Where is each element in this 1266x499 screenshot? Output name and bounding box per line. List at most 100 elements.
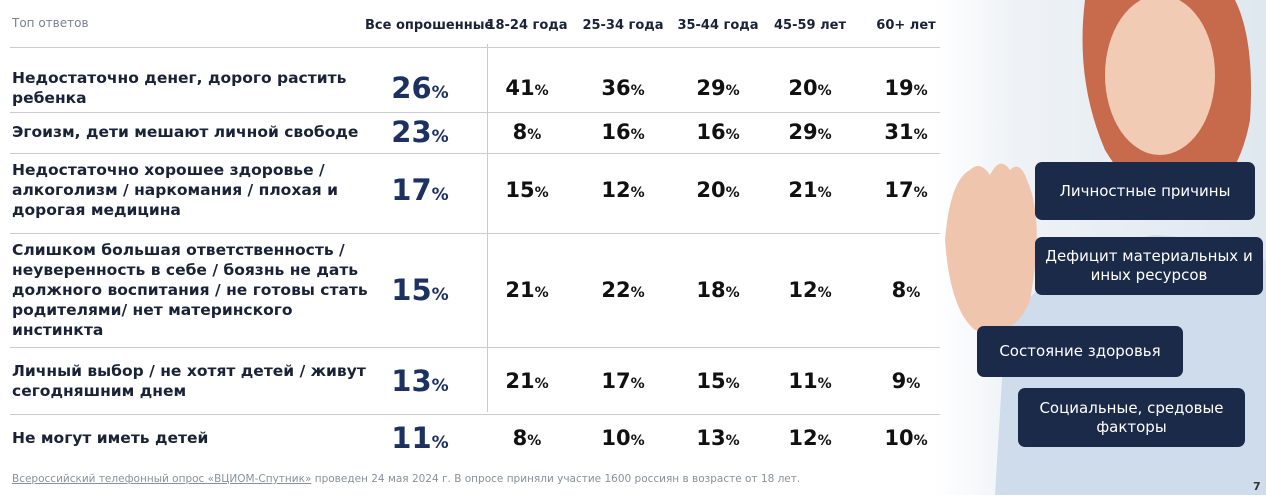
cell-unit: % (914, 83, 928, 99)
row-divider (10, 47, 940, 48)
cell-number: 21 (505, 369, 534, 393)
cell-unit: % (818, 376, 832, 392)
cell-number: 29 (788, 120, 817, 144)
cell-number: 21 (505, 278, 534, 302)
cell-unit: % (432, 185, 449, 205)
cell-unit: % (631, 127, 645, 143)
cell: 22% (601, 278, 644, 302)
cell: 41% (505, 76, 548, 100)
cell: 12% (788, 278, 831, 302)
cell-number: 11 (391, 421, 431, 455)
cell-unit: % (432, 376, 449, 396)
cell: 26% (391, 71, 448, 105)
cell-number: 17 (884, 178, 913, 202)
cell-unit: % (818, 127, 832, 143)
cell: 18% (696, 278, 739, 302)
cell-number: 8 (513, 426, 528, 450)
cell-unit: % (432, 127, 449, 147)
cell-unit: % (726, 185, 740, 201)
cell: 29% (788, 120, 831, 144)
cell: 31% (884, 120, 927, 144)
cell-unit: % (906, 376, 920, 392)
cell: 19% (884, 76, 927, 100)
cell-unit: % (631, 185, 645, 201)
cell-number: 26 (391, 71, 431, 105)
column-divider (487, 44, 488, 412)
cell-unit: % (527, 127, 541, 143)
cell-number: 12 (601, 178, 630, 202)
cell: 11% (788, 369, 831, 393)
row-divider (10, 233, 940, 234)
cell-number: 20 (696, 178, 725, 202)
cell-unit: % (818, 433, 832, 449)
cell: 11% (391, 421, 448, 455)
column-header: 25-34 года (568, 18, 678, 33)
row-label: Личный выбор / не хотят детей / живут се… (12, 361, 380, 401)
cell-unit: % (432, 433, 449, 453)
cell: 10% (884, 426, 927, 450)
cell-unit: % (726, 376, 740, 392)
row-divider (10, 414, 940, 415)
cell-number: 12 (788, 278, 817, 302)
cell-unit: % (726, 127, 740, 143)
cell-unit: % (535, 376, 549, 392)
cell-unit: % (535, 83, 549, 99)
cell-number: 13 (391, 364, 431, 398)
cell-number: 23 (391, 115, 431, 149)
cell-unit: % (631, 433, 645, 449)
cell-number: 16 (601, 120, 630, 144)
cell-number: 22 (601, 278, 630, 302)
cell-number: 9 (892, 369, 907, 393)
row-divider (10, 112, 940, 113)
footer-text: проведен 24 мая 2024 г. В опросе приняли… (315, 473, 801, 485)
cell-number: 11 (788, 369, 817, 393)
column-header: Все опрошенные (365, 18, 475, 33)
cell: 10% (601, 426, 644, 450)
cell-unit: % (726, 433, 740, 449)
cell: 21% (505, 369, 548, 393)
footer: Всероссийский телефонный опрос «ВЦИОМ-Сп… (12, 473, 800, 485)
cell-unit: % (631, 285, 645, 301)
cell: 16% (601, 120, 644, 144)
cell: 13% (696, 426, 739, 450)
cell: 17% (391, 173, 448, 207)
row-label: Эгоизм, дети мешают личной свободе (12, 122, 380, 142)
cell-number: 41 (505, 76, 534, 100)
cell-unit: % (818, 285, 832, 301)
row-divider (10, 153, 940, 154)
cell-number: 19 (884, 76, 913, 100)
tag: Социальные, средовые факторы (1018, 388, 1245, 447)
cell: 15% (505, 178, 548, 202)
cell-number: 20 (788, 76, 817, 100)
cell-unit: % (432, 285, 449, 305)
cell: 23% (391, 115, 448, 149)
column-header: 18-24 года (472, 18, 582, 33)
cell-number: 16 (696, 120, 725, 144)
cell-number: 10 (884, 426, 913, 450)
cell-number: 36 (601, 76, 630, 100)
cell: 29% (696, 76, 739, 100)
source-link[interactable]: Всероссийский телефонный опрос «ВЦИОМ-Сп… (12, 473, 311, 485)
cell-unit: % (631, 376, 645, 392)
cell-unit: % (818, 83, 832, 99)
cell-unit: % (818, 185, 832, 201)
page: Топ ответов Всероссийский телефонный опр… (0, 0, 1266, 495)
cell-number: 17 (601, 369, 630, 393)
cell: 16% (696, 120, 739, 144)
cell-number: 21 (788, 178, 817, 202)
cell: 21% (505, 278, 548, 302)
cell: 8% (513, 120, 542, 144)
cell: 21% (788, 178, 831, 202)
tag: Состояние здоровья (977, 326, 1183, 377)
cell-number: 18 (696, 278, 725, 302)
cell-unit: % (914, 433, 928, 449)
row-label: Недостаточно денег, дорого растить ребен… (12, 68, 380, 108)
row-divider (10, 347, 940, 348)
cell: 17% (601, 369, 644, 393)
cell: 20% (696, 178, 739, 202)
cell-number: 8 (513, 120, 528, 144)
cell: 13% (391, 364, 448, 398)
cell-number: 17 (391, 173, 431, 207)
row-label: Не могут иметь детей (12, 428, 380, 448)
column-header: 45-59 лет (755, 18, 865, 33)
